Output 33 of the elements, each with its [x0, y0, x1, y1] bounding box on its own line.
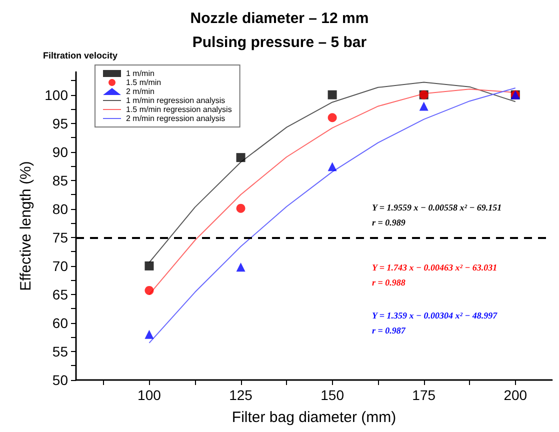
annotation: Y = 1.743 x − 0.00463 x² − 63.031	[372, 262, 498, 272]
legend-label: 2 m/min regression analysis	[126, 114, 226, 123]
chart-title: Nozzle diameter – 12 mm	[190, 10, 369, 27]
legend-label: 1 m/min	[126, 69, 154, 78]
y-tick-label: 100	[44, 86, 68, 103]
y-tick-label: 75	[52, 229, 68, 246]
legend-label: 1 m/min regression analysis	[126, 96, 226, 105]
chart-subtitle: Pulsing pressure – 5 bar	[192, 34, 367, 51]
y-tick-label: 90	[52, 144, 68, 160]
y-tick-label: 85	[52, 172, 68, 188]
y-tick-label: 50	[52, 372, 68, 388]
x-tick-label: 175	[412, 387, 436, 403]
x-tick-label: 125	[229, 387, 253, 403]
x-tick-label: 100	[138, 387, 162, 403]
y-tick-label: 55	[52, 343, 68, 360]
annotation: r = 0.989	[372, 218, 406, 228]
annotation: Y = 1.359 x − 0.00304 x² − 48.997	[372, 310, 498, 320]
legend-label: 1.5 m/min	[126, 78, 162, 87]
x-tick-label: 150	[320, 387, 344, 403]
x-axis-title: Filter bag diameter (mm)	[232, 409, 396, 426]
y-tick-label: 80	[52, 200, 68, 217]
x-tick-label: 200	[504, 387, 528, 403]
legend-label: 2 m/min	[126, 87, 154, 96]
annotation: r = 0.987	[372, 326, 406, 336]
y-tick-label: 70	[52, 258, 68, 274]
y-tick-label: 95	[52, 115, 68, 132]
annotation: r = 0.988	[372, 278, 406, 288]
legend-title: Filtration velocity	[43, 50, 118, 60]
y-tick-label: 65	[52, 286, 68, 302]
y-tick-label: 60	[52, 314, 68, 331]
annotation: Y = 1.9559 x − 0.00558 x² − 69.151	[372, 202, 502, 212]
legend-label: 1.5 m/min regression analysis	[126, 105, 232, 114]
y-axis-title: Effective length (%)	[18, 161, 35, 291]
